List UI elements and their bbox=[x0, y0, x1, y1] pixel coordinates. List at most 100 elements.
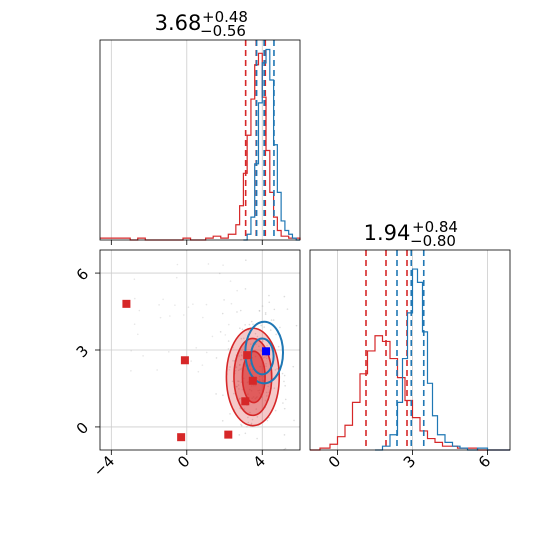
sample-point bbox=[176, 263, 179, 266]
red-marker bbox=[122, 299, 131, 308]
sample-point bbox=[201, 364, 204, 366]
sample-point bbox=[133, 323, 136, 326]
sample-point bbox=[187, 306, 190, 308]
sample-point bbox=[130, 370, 132, 372]
sample-point bbox=[265, 391, 268, 394]
x-tick-label: 6 bbox=[475, 452, 494, 471]
sample-point bbox=[265, 365, 267, 368]
y-tick-label: 6 bbox=[73, 265, 92, 284]
sample-point bbox=[266, 419, 269, 422]
joint-distribution-panel: −4 0 4 0 3 6 bbox=[73, 249, 301, 480]
sample-point bbox=[276, 368, 278, 370]
sample-point bbox=[286, 308, 289, 310]
sample-point bbox=[133, 278, 136, 281]
sample-point bbox=[252, 323, 254, 326]
sample-point bbox=[255, 408, 258, 410]
sample-point bbox=[227, 323, 230, 326]
sample-point bbox=[138, 309, 141, 312]
sample-point bbox=[236, 385, 238, 388]
red-marker bbox=[224, 430, 233, 439]
sample-point bbox=[295, 324, 298, 327]
sample-point bbox=[174, 304, 176, 306]
sample-point bbox=[238, 388, 240, 390]
sample-point bbox=[275, 333, 277, 336]
sample-point bbox=[234, 369, 237, 372]
sample-point bbox=[244, 324, 246, 326]
sample-point bbox=[265, 357, 268, 360]
sample-point bbox=[273, 308, 276, 311]
top-histogram-panel: 3.68 +0.48 −0.56 bbox=[99, 8, 301, 245]
sample-point bbox=[237, 380, 239, 382]
x-tick-label: 0 bbox=[174, 452, 193, 471]
sample-point bbox=[283, 434, 286, 436]
sample-point bbox=[211, 335, 214, 338]
sample-point bbox=[238, 398, 241, 400]
p1-hist-blue bbox=[243, 48, 300, 241]
x-tick-label: 3 bbox=[400, 452, 419, 471]
sample-point bbox=[228, 368, 231, 371]
sample-point bbox=[230, 302, 233, 305]
sample-point bbox=[137, 333, 139, 336]
sample-point bbox=[264, 356, 266, 358]
sample-point bbox=[256, 437, 258, 440]
sample-point bbox=[240, 351, 242, 354]
top-histogram-frame bbox=[99, 39, 301, 241]
sample-point bbox=[283, 295, 286, 298]
sample-point bbox=[268, 294, 270, 297]
sample-point bbox=[238, 434, 241, 436]
sample-point bbox=[268, 301, 271, 304]
sample-point bbox=[133, 297, 136, 300]
sample-point bbox=[272, 319, 275, 321]
sample-point bbox=[238, 364, 241, 366]
sample-point bbox=[167, 351, 170, 353]
sample-point bbox=[229, 366, 231, 368]
sample-point bbox=[205, 351, 208, 354]
sample-point bbox=[282, 402, 284, 404]
top-histogram-background bbox=[100, 40, 300, 240]
right-histogram-frame bbox=[309, 249, 511, 451]
sample-point bbox=[215, 393, 217, 395]
sample-point bbox=[175, 276, 178, 279]
blue-marker bbox=[262, 347, 271, 356]
sample-point bbox=[246, 425, 248, 428]
sample-point bbox=[237, 384, 240, 386]
sample-point bbox=[274, 369, 277, 371]
red-marker bbox=[243, 351, 252, 360]
right-histogram-background bbox=[310, 250, 510, 450]
sample-point bbox=[256, 416, 259, 418]
sample-point bbox=[279, 326, 281, 329]
sample-point bbox=[239, 368, 241, 371]
sample-point bbox=[263, 326, 266, 328]
sample-point bbox=[231, 380, 234, 383]
sample-point bbox=[238, 355, 240, 357]
sample-point bbox=[258, 309, 261, 312]
sample-point bbox=[229, 413, 231, 415]
y-tick-label: 3 bbox=[73, 342, 92, 361]
sample-point bbox=[265, 362, 267, 365]
x-tick-label: 4 bbox=[250, 452, 269, 471]
sample-point bbox=[227, 340, 230, 342]
y-tick-label: 0 bbox=[73, 419, 92, 438]
p3-hist-blue bbox=[375, 268, 510, 451]
x-tick-label: 0 bbox=[325, 452, 344, 471]
x-tick-label: −4 bbox=[90, 452, 118, 480]
sample-point bbox=[192, 303, 194, 305]
top-title-minus: −0.56 bbox=[200, 22, 246, 40]
sample-point bbox=[182, 314, 185, 316]
sample-point bbox=[261, 305, 264, 307]
sample-point bbox=[277, 345, 280, 348]
sample-point bbox=[254, 332, 257, 335]
sample-point bbox=[273, 387, 276, 389]
sample-point bbox=[262, 357, 265, 359]
sample-point bbox=[156, 369, 158, 371]
sample-point bbox=[190, 360, 192, 362]
sample-point bbox=[264, 313, 267, 316]
sample-point bbox=[250, 320, 253, 323]
top-histogram-title: 3.68 bbox=[155, 11, 202, 35]
sample-point bbox=[224, 334, 227, 336]
sample-point bbox=[262, 340, 264, 342]
sample-point bbox=[283, 407, 286, 410]
sample-point bbox=[247, 416, 249, 419]
sample-point bbox=[162, 298, 164, 301]
